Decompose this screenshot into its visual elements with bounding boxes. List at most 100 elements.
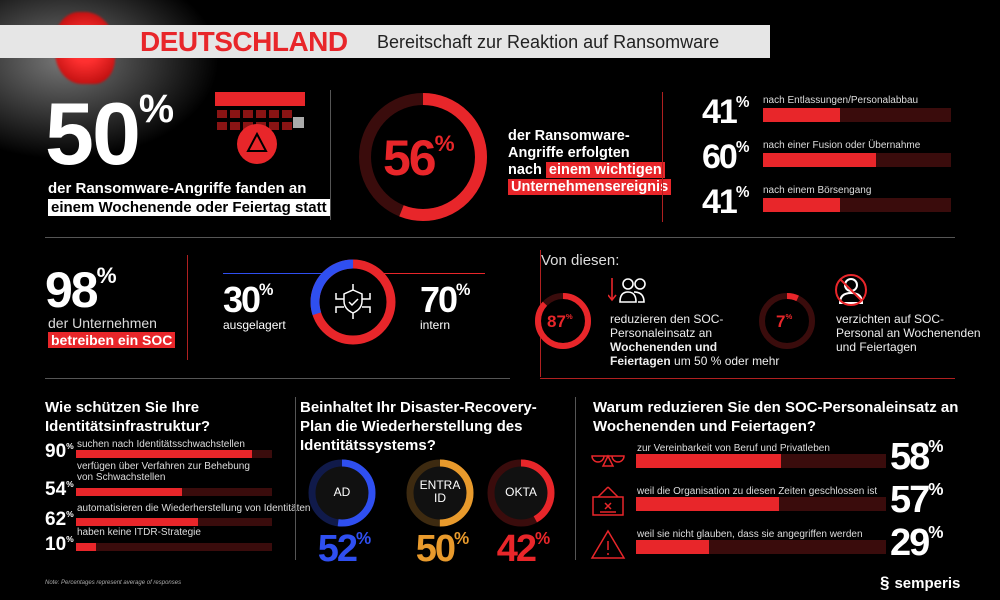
divider	[662, 92, 663, 222]
why-bar-fill	[636, 540, 709, 554]
divider	[45, 378, 510, 379]
weekend-highlight: einem Wochenende oder Feiertag statt	[48, 199, 330, 216]
outsourced-stat: 30%	[223, 279, 274, 320]
divider	[575, 397, 576, 560]
identity-bar-fill	[76, 488, 182, 496]
event-bar-stat: 60%	[702, 138, 750, 176]
reduce-donut-arc	[535, 293, 591, 349]
internal-label: intern	[420, 318, 451, 332]
event-bar	[763, 108, 951, 122]
soc-stat: 98%	[45, 262, 117, 318]
event-donut-arc	[359, 93, 487, 221]
dr-stat: 52%	[317, 528, 372, 570]
event-bar-fill	[763, 198, 841, 212]
event-donut	[359, 93, 487, 221]
warning-icon	[590, 529, 626, 559]
dr-donut-arc	[406, 459, 474, 527]
why-bar-fill	[636, 497, 779, 511]
event-bar-label: nach einer Fusion oder Übernahme	[763, 140, 921, 151]
weekend-stat: 50%	[45, 84, 175, 183]
soc-donut	[310, 259, 396, 345]
why-title: Warum reduzieren Sie den SOC-Personalein…	[593, 399, 959, 435]
identity-label: verfügen über Verfahren zur Behebung von …	[77, 461, 250, 483]
why-stat: 29%	[890, 522, 944, 564]
why-label: weil die Organisation zu diesen Zeiten g…	[637, 486, 878, 497]
identity-label: suchen nach Identitätsschwachstellen	[77, 439, 245, 450]
identity-bar	[76, 518, 272, 526]
internal-line	[375, 273, 485, 274]
calendar-alert-icon	[215, 92, 305, 164]
event-stat: 56%	[383, 130, 455, 186]
identity-bar-fill	[76, 450, 253, 458]
why-stat: 57%	[890, 479, 944, 521]
internal-stat: 70%	[420, 279, 471, 320]
none-donut	[759, 293, 815, 349]
why-bar-fill	[636, 454, 781, 468]
event-text: der Ransomware- Angriffe erfolgten nach e…	[508, 128, 672, 196]
dr-donut	[308, 459, 376, 527]
why-bar	[636, 497, 886, 511]
why-label: weil sie nicht glauben, dass sie angegri…	[637, 529, 863, 540]
page-subtitle: Bereitschaft zur Reaktion auf Ransomware	[377, 32, 720, 52]
why-stat: 58%	[890, 436, 944, 478]
dr-donut-arc	[308, 459, 376, 527]
identity-bar	[76, 543, 272, 551]
shield-network-icon	[335, 284, 371, 319]
page-title: DEUTSCHLAND	[140, 26, 348, 57]
why-label: zur Vereinbarkeit von Beruf und Privatle…	[637, 443, 830, 454]
identity-bar-fill	[76, 543, 96, 551]
dr-donut-arc	[487, 459, 555, 527]
event-bar-fill	[763, 108, 841, 122]
none-stat: 7%	[776, 312, 793, 331]
divider	[330, 90, 331, 220]
identity-stat: 54%	[45, 479, 74, 500]
outsourced-arc	[310, 259, 396, 345]
divider	[295, 397, 296, 560]
footnote: Note: Percentages represent average of r…	[45, 580, 182, 586]
header-band	[0, 25, 770, 58]
identity-label: haben keine ITDR-Strategie	[77, 527, 201, 538]
dr-donut	[406, 459, 474, 527]
event-bar-label: nach Entlassungen/Personalabbau	[763, 95, 919, 106]
balance-icon	[591, 454, 625, 467]
dr-donut	[487, 459, 555, 527]
identity-bar-fill	[76, 518, 198, 526]
identity-title: Wie schützen Sie Ihre Identitätsinfrastru…	[45, 399, 211, 435]
semperis-logo-icon: §	[880, 573, 890, 592]
why-bar	[636, 454, 886, 468]
identity-label: automatisieren die Wiederherstellung von…	[77, 503, 311, 514]
reduce-donut	[535, 293, 591, 349]
closed-sign-icon	[592, 486, 624, 516]
none-donut-arc	[759, 293, 815, 349]
event-bar-label: nach einem Börsengang	[763, 185, 872, 196]
identity-stat: 62%	[45, 509, 74, 530]
event-bar	[763, 198, 951, 212]
identity-bar	[76, 488, 272, 496]
none-text: verzichten auf SOC- Personal an Wochenend…	[836, 312, 981, 354]
outsourced-line	[223, 273, 323, 274]
soc-highlight: betreiben ein SOC	[48, 332, 176, 348]
soc-text: der Unternehmen	[48, 315, 157, 331]
reduce-text: reduzieren den SOC- Personaleinsatz an Wo…	[610, 312, 780, 368]
semperis-logo: § semperis	[880, 573, 961, 592]
people-down-icon	[608, 278, 646, 303]
why-bar	[636, 540, 886, 554]
identity-stat: 90%	[45, 441, 74, 462]
divider	[45, 237, 955, 238]
divider	[540, 378, 955, 379]
dr-system-name: ENTRA ID	[419, 478, 461, 505]
weekend-text: der Ransomware-Angriffe fanden an	[48, 180, 307, 197]
dr-system-name: OKTA	[505, 485, 537, 499]
identity-stat: 10%	[45, 534, 74, 555]
reduce-stat: 87%	[547, 312, 573, 331]
outsourced-label: ausgelagert	[223, 318, 286, 332]
dr-title: Beinhaltet Ihr Disaster-Recovery- Plan di…	[300, 399, 537, 454]
event-bar-stat: 41%	[702, 183, 750, 221]
dr-stat: 50%	[415, 528, 470, 570]
event-bar-stat: 41%	[702, 93, 750, 131]
dr-stat: 42%	[496, 528, 551, 570]
event-bar	[763, 153, 951, 167]
divider	[187, 255, 188, 360]
event-bar-fill	[763, 153, 876, 167]
dr-system-name: AD	[333, 485, 351, 499]
